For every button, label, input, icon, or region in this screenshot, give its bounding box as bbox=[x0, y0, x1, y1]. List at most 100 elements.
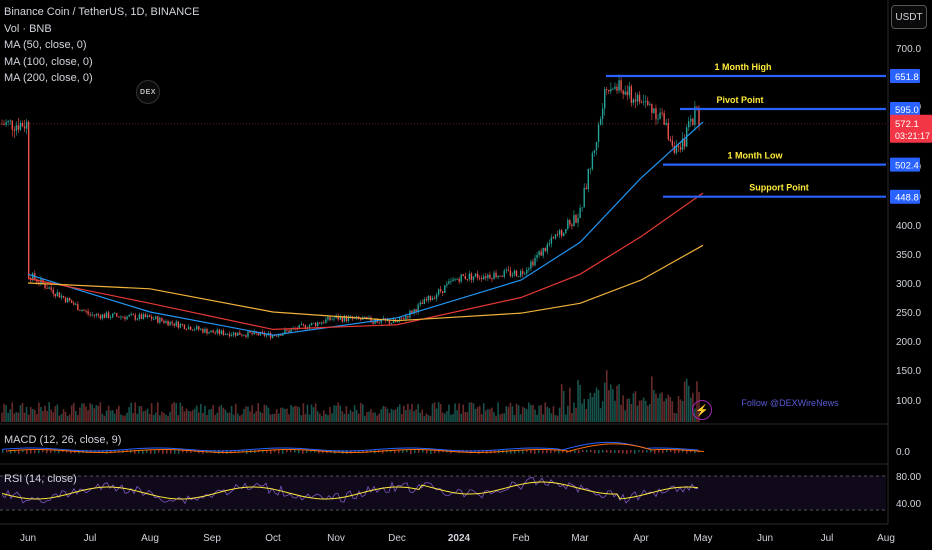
ma200-legend[interactable]: MA (200, close, 0) bbox=[4, 72, 93, 84]
candle-body bbox=[107, 312, 110, 319]
level-price-tag bbox=[890, 189, 920, 204]
volume-bar bbox=[554, 415, 557, 422]
volume-bar bbox=[685, 378, 688, 422]
candle-body bbox=[362, 318, 364, 320]
candle-body bbox=[651, 104, 653, 113]
macd-histogram-bar bbox=[694, 450, 696, 454]
macd-histogram-bar bbox=[186, 450, 188, 453]
candle-body bbox=[628, 86, 630, 96]
volume-bar bbox=[245, 406, 247, 422]
moving-average-line bbox=[27, 244, 704, 322]
volume-bar bbox=[638, 400, 641, 422]
currency-unit-button[interactable]: USDT bbox=[891, 5, 927, 29]
candle-body bbox=[403, 318, 405, 320]
volume-bar bbox=[626, 398, 629, 422]
candle-body bbox=[333, 318, 335, 320]
candle-body bbox=[647, 100, 649, 105]
macd-histogram-bar bbox=[410, 450, 412, 454]
candle-body bbox=[284, 329, 286, 334]
volume-bar bbox=[284, 408, 286, 422]
volume-bar bbox=[1, 412, 3, 422]
candle-body bbox=[433, 297, 436, 299]
macd-histogram-bar bbox=[622, 450, 624, 454]
volume-bar bbox=[171, 403, 173, 422]
volume-bar bbox=[671, 401, 674, 422]
macd-histogram-bar bbox=[558, 450, 560, 454]
volume-bar bbox=[593, 392, 596, 422]
volume-bar bbox=[257, 403, 260, 422]
symbol-title[interactable]: Binance Coin / TetherUS, 1D, BINANCE bbox=[4, 6, 200, 18]
macd-histogram-bar bbox=[170, 450, 172, 454]
macd-histogram-bar bbox=[102, 450, 104, 454]
volume-bar bbox=[495, 415, 497, 422]
candle-body bbox=[429, 295, 432, 301]
candle-body bbox=[577, 218, 579, 223]
candle-body bbox=[585, 187, 587, 190]
volume-bar bbox=[564, 414, 567, 422]
candle-body bbox=[448, 281, 450, 284]
ma50-legend[interactable]: MA (50, close, 0) bbox=[4, 39, 87, 51]
candle-body bbox=[300, 324, 302, 326]
candle-body bbox=[364, 316, 366, 319]
macd-histogram-bar bbox=[350, 450, 352, 454]
volume-bar bbox=[179, 402, 182, 422]
candle-body bbox=[321, 322, 323, 324]
volume-bar bbox=[132, 413, 134, 422]
volume-bar bbox=[681, 400, 684, 422]
candle-body bbox=[604, 89, 606, 109]
volume-bar bbox=[376, 415, 378, 422]
volume-bar bbox=[599, 408, 602, 422]
volume-bar bbox=[612, 389, 614, 422]
volume-bar bbox=[460, 413, 462, 422]
volume-legend[interactable]: Vol · BNB bbox=[4, 22, 52, 35]
macd-histogram-bar bbox=[518, 450, 520, 453]
candle-body bbox=[534, 258, 536, 266]
volume-bar bbox=[308, 414, 311, 422]
candle-body bbox=[374, 319, 376, 324]
candle-body bbox=[544, 247, 546, 252]
volume-bar bbox=[649, 404, 651, 422]
volume-bar bbox=[503, 413, 506, 422]
candle-body bbox=[128, 315, 130, 317]
macd-histogram-bar bbox=[418, 450, 420, 453]
macd-histogram-bar bbox=[526, 450, 528, 453]
candle-body bbox=[519, 271, 522, 277]
candle-body bbox=[665, 122, 667, 125]
candle-body bbox=[120, 316, 122, 318]
moving-average-line bbox=[27, 121, 704, 336]
candle-body bbox=[21, 122, 24, 127]
volume-bar bbox=[585, 408, 588, 422]
last-price-tag bbox=[890, 114, 932, 143]
candle-body bbox=[290, 329, 292, 333]
candle-body bbox=[368, 317, 370, 319]
candle-body bbox=[302, 324, 305, 326]
ma100-legend[interactable]: MA (100, close, 0) bbox=[4, 55, 93, 68]
level-annotation: Pivot Point bbox=[717, 95, 764, 105]
candle-body bbox=[538, 251, 540, 256]
lightning-icon[interactable]: ⚡ bbox=[692, 400, 712, 420]
candle-body bbox=[71, 300, 73, 304]
candle-body bbox=[442, 291, 444, 293]
candle-body bbox=[146, 315, 149, 318]
macd-legend[interactable]: MACD (12, 26, close, 9) bbox=[4, 434, 122, 446]
candle-body bbox=[23, 126, 26, 129]
volume-bar bbox=[448, 404, 450, 422]
level-price-tag bbox=[890, 69, 920, 83]
volume-bar bbox=[583, 398, 585, 422]
macd-histogram-bar bbox=[222, 450, 224, 454]
macd-histogram-bar bbox=[318, 450, 320, 454]
candle-body bbox=[440, 289, 442, 292]
candle-body bbox=[554, 234, 557, 239]
volume-bar bbox=[183, 411, 186, 422]
candle-body bbox=[444, 285, 446, 293]
volume-bar bbox=[173, 402, 175, 422]
volume-bar bbox=[567, 405, 569, 422]
rsi-legend[interactable]: RSI (14, close) bbox=[4, 473, 77, 485]
macd-signal-line bbox=[7, 443, 705, 453]
volume-bar bbox=[364, 415, 366, 422]
volume-bar bbox=[327, 415, 329, 422]
volume-bar bbox=[40, 407, 42, 422]
volume-bar bbox=[11, 402, 14, 422]
candle-body bbox=[411, 310, 413, 314]
